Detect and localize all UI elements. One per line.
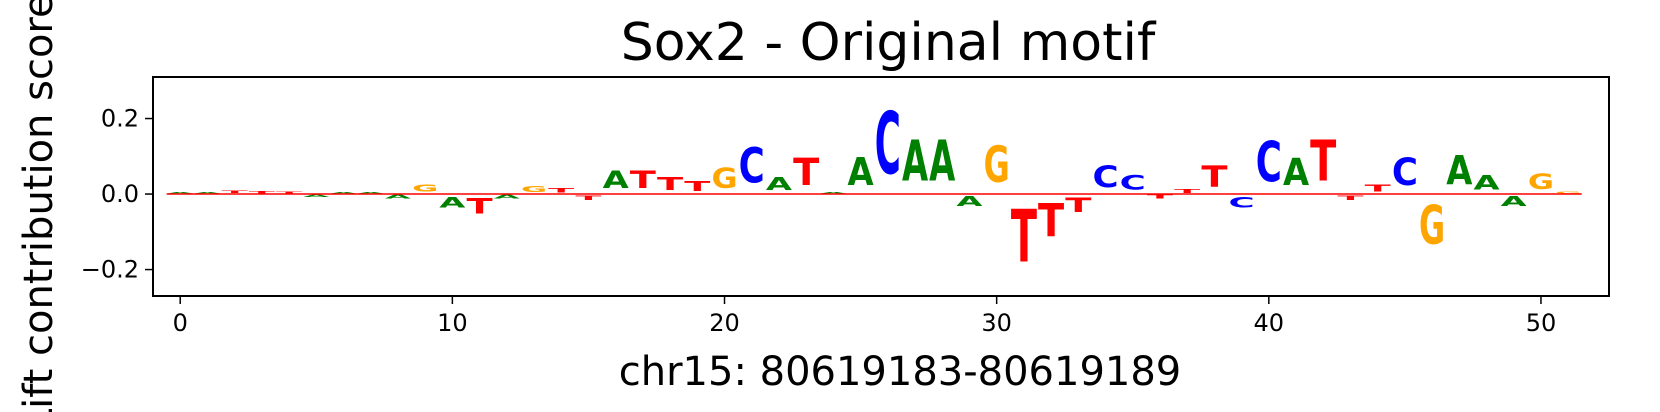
logo-letter-t: T (467, 195, 493, 219)
logo-letter-a: A (603, 166, 629, 194)
logo-glyphs: AATTTAAAAGATAGTTATTTGCATAACAAAGTTTCCTTTC… (167, 95, 1581, 279)
logo-letter-t: T (657, 174, 684, 195)
logo-letter-a: A (1283, 152, 1310, 195)
logo-letter-a: A (1446, 146, 1472, 194)
logo-letter-c: C (875, 95, 901, 194)
logo-letter-a: A (929, 128, 955, 194)
logo-letter-a: A (902, 128, 928, 194)
logo-letter-t: T (1310, 129, 1336, 195)
logo-letter-a: A (848, 149, 874, 195)
logo-letter-a: A (1473, 172, 1500, 195)
logo-letter-t: T (1147, 194, 1174, 199)
x-tick-label: 10 (437, 309, 468, 337)
logo-letter-t: T (630, 166, 656, 195)
logo-letter-t: T (1365, 183, 1391, 194)
y-axis-label: DeepLift contribution score (16, 0, 62, 412)
logo-letter-t: T (1337, 194, 1363, 201)
logo-letter-t: T (222, 190, 249, 194)
logo-letter-t: T (575, 194, 601, 201)
y-tick-label: −0.2 (81, 256, 139, 284)
logo-letter-t: T (684, 179, 711, 194)
logo-letter-a: A (1501, 194, 1527, 209)
y-tick-label: 0.0 (101, 180, 139, 208)
logo-letter-g: G (711, 163, 737, 195)
x-axis: 0 10 20 30 40 50 (173, 296, 1557, 337)
logo-letter-t: T (249, 190, 276, 194)
logo-letter-g: G (412, 183, 438, 195)
plot-frame (152, 76, 1610, 297)
logo-letter-a: A (439, 195, 465, 212)
logo-letter-c: C (1120, 171, 1146, 194)
logo-letter-t: T (1011, 194, 1037, 279)
logo-letter-g: G (1528, 170, 1554, 194)
logo-letter-a: A (303, 194, 330, 198)
logo-letter-a: A (956, 194, 982, 209)
logo-letter-a: A (820, 192, 847, 194)
y-axis: 0.2 0.0 −0.2 (81, 105, 153, 284)
logo-letter-t: T (1065, 195, 1092, 217)
x-tick-label: 40 (1254, 309, 1285, 337)
y-tick-label: 0.2 (101, 105, 139, 133)
logo-letter-g: G (1419, 195, 1445, 257)
x-tick-label: 0 (173, 309, 188, 337)
logo-letter-a: A (194, 192, 221, 194)
logo-letter-c: C (1392, 150, 1418, 194)
logo-letter-c: C (1092, 160, 1118, 194)
x-tick-label: 20 (709, 309, 740, 337)
logo-letter-t: T (1174, 189, 1201, 194)
logo-letter-c: C (1256, 130, 1282, 194)
x-axis-label: chr15: 80619183-80619189 (619, 349, 1182, 395)
chart-title: Sox2 - Original motif (621, 13, 1157, 73)
logo-letter-a: A (385, 194, 412, 200)
logo-letter-t: T (1201, 161, 1227, 195)
x-tick-label: 50 (1526, 309, 1557, 337)
logo-letter-g: G (1555, 191, 1581, 194)
logo-letter-c: C (1229, 195, 1255, 212)
x-tick-label: 30 (981, 309, 1012, 337)
logo-letter-t: T (548, 188, 575, 195)
logo-letter-t: T (793, 151, 819, 194)
logo-letter-t: T (276, 191, 303, 194)
logo-letter-a: A (766, 174, 792, 194)
logo-letter-g: G (521, 185, 547, 194)
logo-letter-a: A (494, 194, 521, 200)
logo-letter-c: C (739, 139, 765, 195)
logo-letter-g: G (984, 136, 1010, 194)
logo-letter-t: T (1038, 194, 1065, 247)
